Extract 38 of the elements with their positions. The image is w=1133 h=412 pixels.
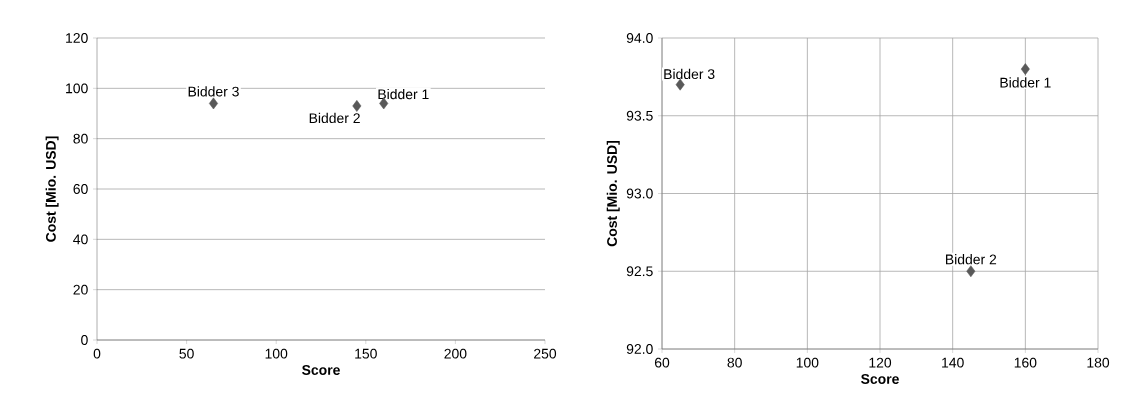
annotation: Bidder 3	[664, 68, 715, 80]
annotation: Bidder 2	[309, 112, 360, 124]
y-tick-label: 100	[66, 83, 88, 94]
y-tick-label: 0	[81, 335, 88, 345]
y-tick-label: 93.5	[626, 110, 653, 121]
y-tick-label: 94.0	[626, 33, 653, 43]
annotation: Bidder 3	[188, 86, 239, 97]
point	[675, 78, 685, 91]
y-tick-label: 92.0	[626, 344, 653, 354]
x-tick-label: 80	[727, 357, 742, 368]
x-axis-title: Score	[861, 374, 899, 384]
x-tick-label: 120	[869, 357, 892, 368]
y-axis-title: Cost [Mio. USD]	[606, 140, 620, 247]
annotation: Bidder 2	[946, 254, 997, 265]
y-tick-label: 93.0	[626, 188, 653, 199]
x-tick-label: 50	[179, 348, 194, 359]
x-tick-label: 100	[265, 348, 288, 359]
x-tick-label: 150	[355, 348, 377, 359]
y-tick-label: 40	[73, 234, 88, 245]
x-tick-label: 180	[1087, 357, 1110, 368]
annotation: Bidder 1	[1000, 77, 1051, 88]
annotation: Bidder 1	[378, 88, 429, 100]
x-tick-label: 60	[654, 357, 670, 368]
y-tick-label: 92.5	[626, 266, 653, 277]
y-tick-label: 120	[66, 33, 88, 43]
y-tick-label: 80	[73, 133, 88, 144]
x-tick-label: 140	[942, 357, 964, 368]
point	[966, 265, 976, 278]
y-tick-label: 60	[73, 184, 88, 194]
x-axis-title: Score	[302, 365, 340, 375]
x-tick-label: 100	[796, 357, 819, 368]
x-tick-label: 160	[1014, 357, 1037, 368]
x-tick-label: 250	[534, 348, 557, 359]
x-tick-label: 0	[93, 348, 101, 359]
point	[1020, 63, 1030, 75]
y-tick-label: 20	[73, 284, 88, 295]
y-axis-title: Cost [Mio. USD]	[45, 136, 59, 242]
x-tick-label: 200	[444, 348, 467, 359]
